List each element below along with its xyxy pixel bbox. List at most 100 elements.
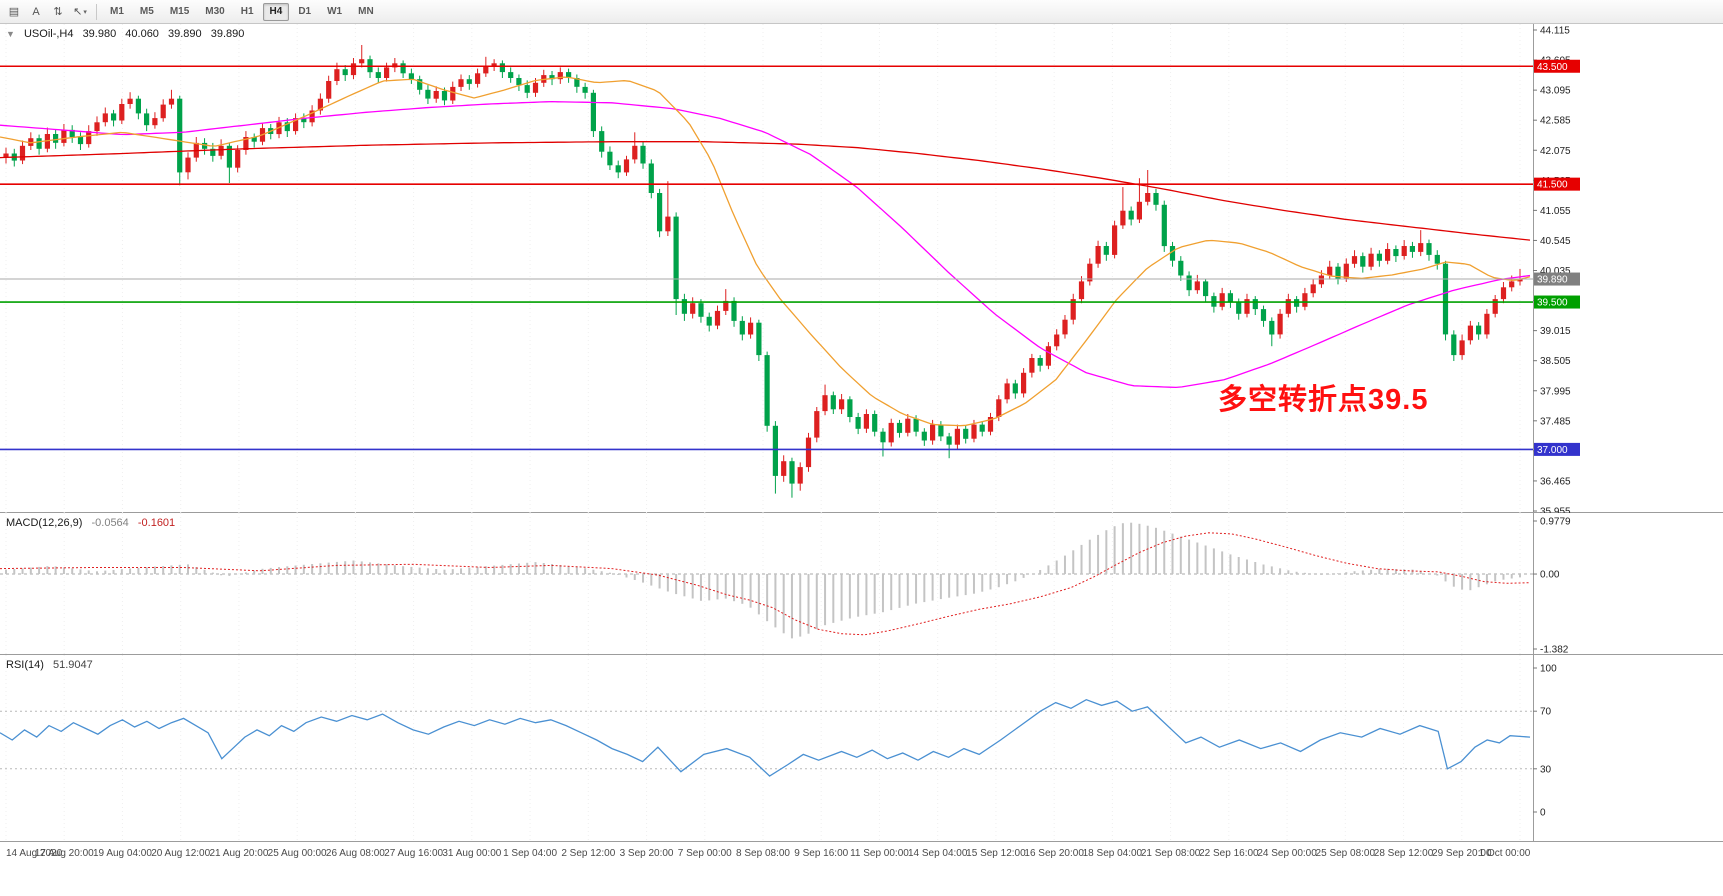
chart-menu-button[interactable]: ▤ (8, 6, 20, 18)
time-axis-label: 18 Sep 04:00 (1082, 848, 1143, 859)
time-axis-label: 8 Sep 08:00 (736, 848, 790, 859)
chart-canvas[interactable]: 44.11543.60543.09542.58542.07541.56541.0… (0, 24, 1723, 513)
svg-text:0.00: 0.00 (1540, 570, 1560, 581)
macd-value-main: -0.0564 (91, 517, 129, 529)
timeframe-h4-button[interactable]: H4 (262, 2, 290, 21)
macd-signal-line (0, 532, 1531, 636)
dropdown-caret-icon: ▾ (83, 8, 87, 16)
svg-text:39.890: 39.890 (1537, 275, 1568, 286)
time-axis-label: 9 Sep 16:00 (794, 848, 849, 859)
ohlc-close: 39.890 (210, 28, 245, 40)
svg-text:30: 30 (1540, 764, 1552, 775)
ma-line-fast (0, 76, 1531, 427)
time-axis-label: 24 Sep 00:00 (1257, 848, 1317, 859)
svg-text:39.015: 39.015 (1540, 326, 1571, 337)
time-axis-label: 7 Sep 00:00 (677, 848, 732, 859)
time-axis-label: 29 Sep 20:00 (1432, 848, 1492, 859)
time-axis-label: 28 Sep 12:00 (1373, 848, 1434, 859)
time-axis-label: 11 Sep 00:00 (850, 848, 909, 859)
rsi-canvas[interactable]: 100 70 30 0 (0, 655, 1723, 842)
macd-label: MACD(12,26,9) -0.0564 -0.1601 (6, 517, 181, 529)
timeframe-d1-button[interactable]: D1 (298, 6, 312, 17)
price-tag-43.500[interactable]: 43.500 (1534, 59, 1580, 73)
collapse-icon[interactable]: ▼ (6, 29, 15, 39)
rsi-indicator-panel[interactable]: 100 70 30 0 RSI(14) 51.9047 (0, 655, 1723, 842)
rsi-name: RSI(14) (6, 659, 44, 671)
time-axis-label: 26 Aug 08:00 (325, 848, 385, 859)
svg-text:43.500: 43.500 (1537, 62, 1568, 73)
timeframe-h1-button[interactable]: H1 (240, 6, 254, 17)
scroll-tool-button[interactable]: ⇅ (53, 6, 63, 18)
time-axis-label: 25 Sep 08:00 (1315, 848, 1376, 859)
time-axis-label: 25 Aug 00:00 (267, 848, 327, 859)
timeframe-m5-button[interactable]: M5 (139, 6, 154, 17)
ma-line-medium (0, 100, 1531, 389)
tool-buttons: ▤ A ⇅ ↖ ▾ (3, 2, 91, 22)
symbol-title: USOil-,H4 (23, 28, 74, 40)
timeframe-m30-button[interactable]: M30 (205, 6, 225, 17)
rsi-label: RSI(14) 51.9047 (6, 659, 99, 671)
ma-line-slow (0, 141, 1531, 241)
macd-gridlines (5, 513, 1521, 655)
svg-text:35.955: 35.955 (1540, 507, 1571, 514)
rsi-line (0, 698, 1531, 777)
macd-histogram (5, 522, 1521, 639)
ohlc-high: 40.060 (125, 28, 159, 40)
macd-name: MACD(12,26,9) (6, 517, 83, 529)
macd-value-signal: -0.1601 (137, 517, 176, 529)
svg-text:41.055: 41.055 (1540, 206, 1571, 217)
time-axis-label: 17 Aug 20:00 (34, 848, 94, 859)
timeframe-buttons: M1 M5 M15 M30 H1 H4 D1 W1 MN (102, 2, 382, 21)
time-axis-label: 19 Aug 04:00 (92, 848, 152, 859)
macd-canvas[interactable]: 0.9779 0.00 -1.382 (0, 513, 1723, 655)
price-scale[interactable]: 44.11543.60543.09542.58542.07541.56541.0… (1533, 24, 1571, 513)
cursor-tool-button[interactable]: ↖ ▾ (73, 6, 87, 18)
svg-text:40.545: 40.545 (1540, 236, 1571, 247)
timeframe-mn-button[interactable]: MN (358, 6, 374, 17)
svg-text:38.505: 38.505 (1540, 356, 1571, 367)
svg-text:43.095: 43.095 (1540, 86, 1571, 97)
svg-text:36.465: 36.465 (1540, 476, 1571, 487)
svg-text:0: 0 (1540, 808, 1546, 819)
symbol-info: ▼ USOil-,H4 39.980 40.060 39.890 39.890 (6, 28, 250, 40)
toolbar-separator (96, 3, 97, 20)
timeframe-w1-button[interactable]: W1 (327, 6, 343, 17)
macd-indicator-panel[interactable]: 0.9779 0.00 -1.382 MACD(12,26,9) -0.0564 -… (0, 513, 1723, 655)
price-tag-41.500[interactable]: 41.500 (1534, 177, 1580, 191)
time-axis-label: 3 Sep 20:00 (619, 848, 674, 859)
time-axis-label: 21 Sep 08:00 (1140, 848, 1201, 859)
svg-text:37.995: 37.995 (1540, 386, 1571, 397)
text-tool-button[interactable]: A (32, 5, 40, 18)
svg-text:42.585: 42.585 (1540, 116, 1571, 127)
current-price-tag[interactable]: 39.890 (1534, 272, 1580, 286)
time-axis-label: 31 Aug 00:00 (442, 848, 502, 859)
price-tag-39.500[interactable]: 39.500 (1534, 295, 1580, 309)
rsi-value: 51.9047 (52, 659, 93, 671)
macd-scale[interactable]: 0.9779 0.00 -1.382 (1533, 513, 1571, 655)
time-axis-label: 21 Aug 20:00 (209, 848, 269, 859)
price-tag-37.000[interactable]: 37.000 (1534, 442, 1580, 456)
timeframe-m1-button[interactable]: M1 (110, 6, 124, 17)
candles-layer (3, 45, 1523, 498)
chart-gridlines (5, 24, 1521, 513)
rsi-scale[interactable]: 100 70 30 0 (1533, 655, 1557, 842)
timeframe-m15-button[interactable]: M15 (169, 6, 190, 17)
svg-text:-1.382: -1.382 (1540, 645, 1569, 656)
time-axis-label: 1 Oct 00:00 (1478, 848, 1531, 859)
svg-text:40.035: 40.035 (1540, 266, 1571, 277)
time-axis-label: 2 Sep 12:00 (561, 848, 616, 859)
time-axis[interactable]: 14 Aug 2020 17 Aug 20:00 19 Aug 04:00 20 Au… (0, 842, 1723, 868)
main-chart-panel[interactable]: 44.11543.60543.09542.58542.07541.56541.0… (0, 24, 1723, 513)
svg-text:42.075: 42.075 (1540, 146, 1571, 157)
time-axis-label: 14 Aug 2020 (6, 848, 63, 859)
svg-text:39.500: 39.500 (1537, 298, 1568, 309)
chart-annotation: 多空转折点39.5 (1218, 384, 1429, 416)
time-axis-label: 20 Aug 12:00 (151, 848, 211, 859)
time-axis-label: 14 Sep 04:00 (907, 848, 968, 859)
svg-text:41.500: 41.500 (1537, 180, 1568, 191)
svg-text:70: 70 (1540, 707, 1552, 718)
svg-text:100: 100 (1540, 664, 1557, 675)
time-axis-label: 22 Sep 16:00 (1199, 848, 1259, 859)
svg-text:0.9779: 0.9779 (1540, 517, 1571, 528)
time-axis-label: 15 Sep 12:00 (966, 848, 1026, 859)
